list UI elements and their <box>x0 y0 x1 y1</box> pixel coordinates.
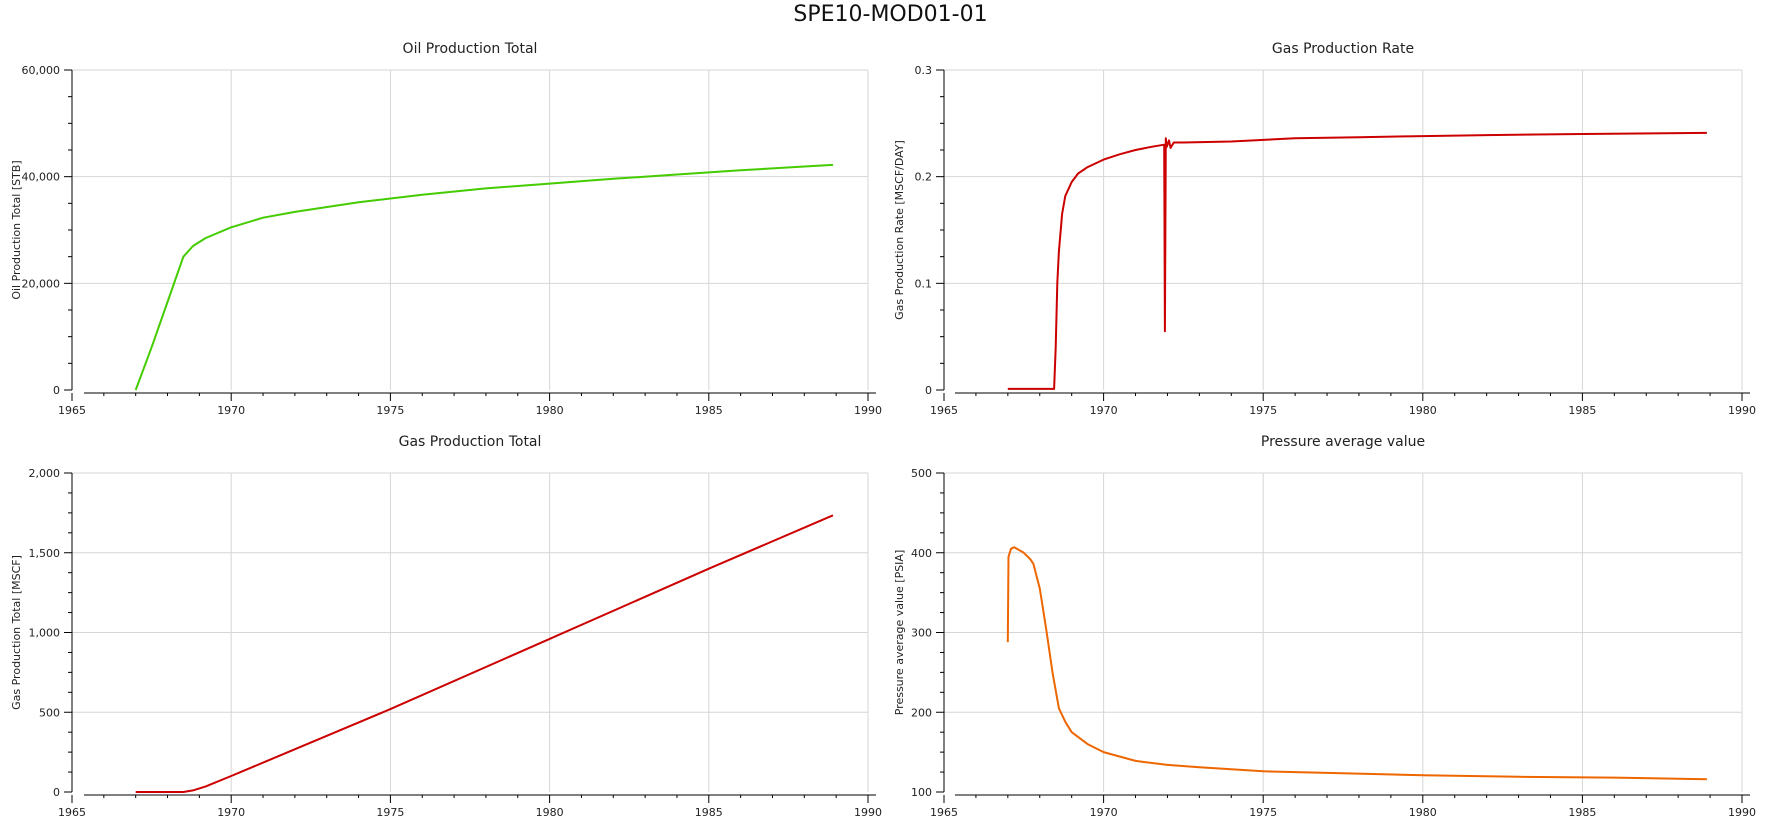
y-tick-label: 1,500 <box>29 547 61 560</box>
x-tick-label: 1965 <box>58 806 86 819</box>
y-tick-label: 200 <box>911 706 932 719</box>
chart-title: Gas Production Total <box>399 434 542 450</box>
series-line <box>1007 131 1707 390</box>
page-title: SPE10-MOD01-01 <box>793 2 988 27</box>
x-tick-label: 1965 <box>930 806 958 819</box>
chart-panel-3: 0 500 1,000 1,500 2,000 1965 1970 1975 1980 1985 1… <box>10 434 882 819</box>
series-line <box>1006 546 1707 781</box>
y-tick-label: 500 <box>39 706 60 719</box>
y-tick-label: 300 <box>911 627 932 640</box>
y-tick-label: 0.3 <box>915 64 933 77</box>
x-tick-label: 1975 <box>1249 806 1277 819</box>
y-tick-label: 0 <box>53 786 60 799</box>
x-tick-label: 1970 <box>1090 806 1118 819</box>
x-tick-label: 1985 <box>1568 404 1596 417</box>
chart-title: Pressure average value <box>1261 434 1425 450</box>
series-line <box>134 163 834 391</box>
x-tick-label: 1970 <box>1090 404 1118 417</box>
y-tick-label: 0.2 <box>915 171 933 184</box>
chart-panel-2: 0 0.1 0.2 0.3 1965 1970 1975 1980 1985 1990 Gas Pr… <box>893 41 1756 417</box>
y-tick-label: 0.1 <box>915 277 933 290</box>
chart-title: Oil Production Total <box>403 41 538 57</box>
x-tick-label: 1980 <box>1409 806 1437 819</box>
y-tick-label: 0 <box>925 384 932 397</box>
x-tick-label: 1990 <box>1728 404 1756 417</box>
x-tick-label: 1975 <box>1249 404 1277 417</box>
y-tick-label: 1,000 <box>29 627 61 640</box>
y-tick-label: 0 <box>53 384 60 397</box>
y-tick-label: 400 <box>911 547 932 560</box>
y-axis-label: Gas Production Total [MSCF] <box>10 555 23 710</box>
x-tick-label: 1965 <box>58 404 86 417</box>
y-tick-label: 60,000 <box>22 64 61 77</box>
y-tick-label: 500 <box>911 467 932 480</box>
y-tick-label: 20,000 <box>22 277 61 290</box>
y-tick-label: 40,000 <box>22 171 61 184</box>
x-tick-label: 1980 <box>536 404 564 417</box>
x-tick-label: 1990 <box>854 404 882 417</box>
x-tick-label: 1985 <box>1568 806 1596 819</box>
y-tick-label: 2,000 <box>29 467 61 480</box>
chart-panel-4: 100 200 300 400 500 1965 1970 1975 1980 1985 1990 P… <box>893 434 1756 819</box>
x-tick-label: 1975 <box>376 404 404 417</box>
x-tick-label: 1970 <box>217 404 245 417</box>
y-axis-label: Gas Production Rate [MSCF/DAY] <box>893 140 906 320</box>
y-tick-label: 100 <box>911 786 932 799</box>
x-tick-label: 1975 <box>376 806 404 819</box>
x-tick-label: 1990 <box>1728 806 1756 819</box>
y-axis-label: Pressure average value [PSIA] <box>893 550 906 716</box>
chart-title: Gas Production Rate <box>1272 41 1414 57</box>
chart-panel-1: 0 20,000 40,000 60,000 1965 1970 1975 1980 1985 1… <box>10 41 882 417</box>
x-tick-label: 1980 <box>536 806 564 819</box>
x-tick-label: 1990 <box>854 806 882 819</box>
x-tick-label: 1985 <box>695 806 723 819</box>
x-tick-label: 1985 <box>695 404 723 417</box>
x-tick-label: 1980 <box>1409 404 1437 417</box>
y-axis-label: Oil Production Total [STB] <box>10 160 23 299</box>
x-tick-label: 1965 <box>930 404 958 417</box>
x-tick-label: 1970 <box>217 806 245 819</box>
series-line <box>135 514 834 793</box>
